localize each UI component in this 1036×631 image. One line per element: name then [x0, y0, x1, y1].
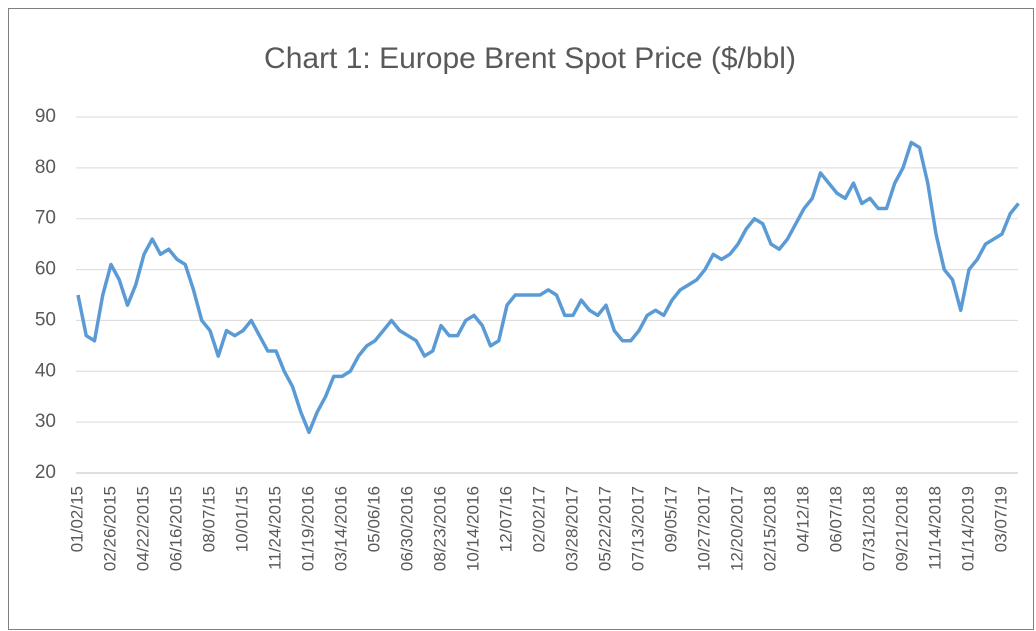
- y-tick-label: 80: [35, 157, 56, 178]
- y-tick-label: 20: [35, 462, 56, 483]
- x-tick-label: 11/14/2018: [925, 486, 944, 570]
- y-tick-label: 30: [35, 411, 56, 432]
- x-tick-label: 07/13/2017: [628, 486, 647, 571]
- x-tick-label: 05/06/16: [364, 486, 383, 552]
- x-tick-label: 04/12/18: [793, 486, 812, 552]
- y-tick-label: 60: [35, 259, 56, 280]
- chart-title: Chart 1: Europe Brent Spot Price ($/bbl): [264, 42, 796, 75]
- x-tick-label: 04/22/2015: [133, 486, 152, 571]
- x-tick-label: 09/21/2018: [892, 486, 911, 571]
- x-tick-label: 01/14/2019: [958, 486, 977, 571]
- x-tick-label: 09/05/17: [661, 486, 680, 552]
- x-tick-label: 10/27/2017: [694, 486, 713, 571]
- x-tick-label: 03/07/19: [991, 486, 1010, 552]
- x-tick-label: 06/16/2015: [166, 486, 185, 571]
- y-tick-label: 90: [35, 106, 56, 127]
- x-tick-label: 12/20/2017: [727, 486, 746, 571]
- price-line: [76, 140, 1020, 435]
- x-tick-label: 12/07/16: [496, 486, 515, 552]
- x-tick-label: 10/01/15: [232, 486, 251, 552]
- x-tick-label: 03/14/2016: [331, 486, 350, 571]
- x-tick-label: 07/31/2018: [859, 486, 878, 571]
- x-tick-label: 01/02/15: [67, 486, 86, 552]
- x-tick-label: 02/15/2018: [760, 486, 779, 571]
- y-tick-label: 70: [35, 208, 56, 229]
- x-tick-label: 06/07/18: [826, 486, 845, 552]
- y-tick-label: 40: [35, 360, 56, 381]
- chart-frame: [8, 8, 1034, 630]
- x-tick-label: 11/24/2015: [265, 486, 284, 570]
- x-tick-label: 02/26/2015: [100, 486, 119, 571]
- x-tick-label: 03/28/2017: [562, 486, 581, 571]
- x-tick-label: 08/23/2016: [430, 486, 449, 571]
- x-tick-label: 10/14/2016: [463, 486, 482, 571]
- x-tick-label: 08/07/15: [199, 486, 218, 552]
- x-tick-label: 02/02/17: [529, 486, 548, 552]
- x-tick-label: 06/30/2016: [397, 486, 416, 571]
- x-tick-label: 05/22/2017: [595, 486, 614, 571]
- x-tick-label: 01/19/2016: [298, 486, 317, 571]
- y-tick-label: 50: [35, 309, 56, 330]
